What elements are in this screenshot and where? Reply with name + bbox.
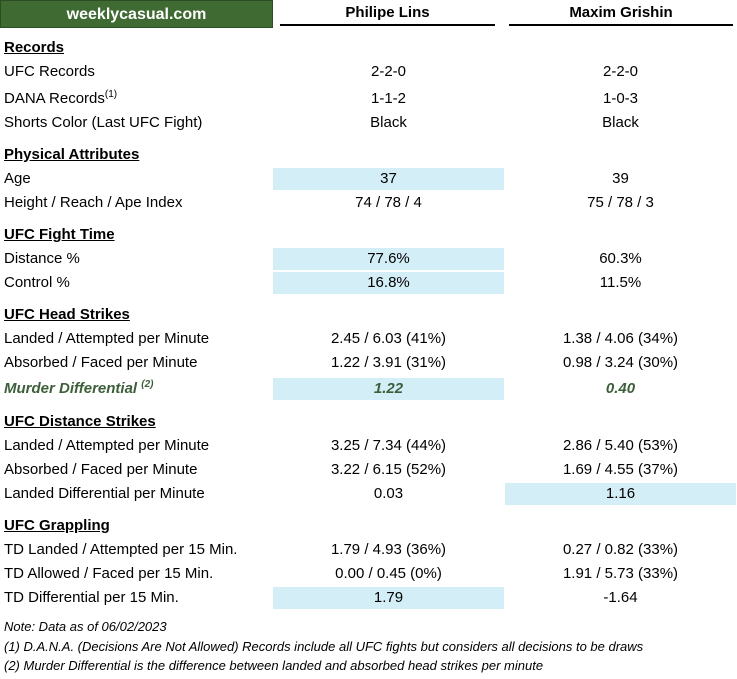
height-reach-fighter1: 74 / 78 / 4 [355,194,422,211]
head-absorbed-fighter1: 1.22 / 3.91 (31%) [330,354,447,371]
distance-fighter2: 60.3% [599,250,642,267]
section-fight-time-title: UFC Fight Time [4,226,115,243]
murder-differential-label: Murder Differential (2) [4,379,154,398]
murder-differential-fighter1: 1.22 [273,378,504,400]
td-allowed-fighter1: 0.00 / 0.45 (0%) [335,565,442,582]
td-differential-fighter2: -1.64 [603,589,638,606]
shorts-color-fighter1: Black [370,114,407,131]
distance-label: Distance % [4,250,80,267]
fighter1-header: Philipe Lins [280,2,495,26]
head-landed-fighter2: 1.38 / 4.06 (34%) [562,330,679,347]
dist-landed-fighter2: 2.86 / 5.40 (53%) [562,437,679,454]
footnote-2: (2) Murder Differential is the differenc… [4,658,544,673]
age-label: Age [4,170,31,187]
section-records-title: Records [4,39,65,56]
note-date: Note: Data as of 06/02/2023 [4,619,167,634]
td-differential-fighter1: 1.79 [273,587,504,609]
dist-differential-fighter2: 1.16 [505,483,736,505]
control-fighter2: 11.5% [599,274,642,291]
footnote-ref-1: (1) [104,89,118,100]
dana-records-fighter2: 1-0-3 [602,90,639,107]
height-reach-fighter2: 75 / 78 / 3 [587,194,654,211]
shorts-color-fighter2: Black [602,114,639,131]
murder-differential-fighter2: 0.40 [605,380,636,397]
ufc-records-fighter2: 2-2-0 [602,63,639,80]
head-landed-label: Landed / Attempted per Minute [4,330,210,347]
dist-absorbed-label: Absorbed / Faced per Minute [4,461,198,478]
td-allowed-fighter2: 1.91 / 5.73 (33%) [562,565,679,582]
dist-landed-label: Landed / Attempted per Minute [4,437,210,454]
age-fighter1: 37 [273,168,504,190]
section-grappling-title: UFC Grappling [4,517,110,534]
section-distance-strikes-title: UFC Distance Strikes [4,413,156,430]
site-brand: weeklycasual.com [0,0,273,28]
fighter2-header: Maxim Grishin [509,2,733,26]
dist-differential-fighter1: 0.03 [373,485,404,502]
head-absorbed-fighter2: 0.98 / 3.24 (30%) [562,354,679,371]
head-landed-fighter1: 2.45 / 6.03 (41%) [330,330,447,347]
control-label: Control % [4,274,70,291]
dist-landed-fighter1: 3.25 / 7.34 (44%) [330,437,447,454]
dist-absorbed-fighter1: 3.22 / 6.15 (52%) [330,461,447,478]
age-fighter2: 39 [612,170,629,187]
height-reach-label: Height / Reach / Ape Index [4,194,183,211]
shorts-color-label: Shorts Color (Last UFC Fight) [4,114,203,131]
footnote-1: (1) D.A.N.A. (Decisions Are Not Allowed)… [4,639,644,654]
td-landed-fighter2: 0.27 / 0.82 (33%) [562,541,679,558]
section-physical-title: Physical Attributes [4,146,140,163]
td-differential-label: TD Differential per 15 Min. [4,589,179,606]
control-fighter1: 16.8% [273,272,504,294]
dana-records-fighter1: 1-1-2 [370,90,407,107]
td-landed-fighter1: 1.79 / 4.93 (36%) [330,541,447,558]
ufc-records-label: UFC Records [4,63,95,80]
td-landed-label: TD Landed / Attempted per 15 Min. [4,541,238,558]
dist-differential-label: Landed Differential per Minute [4,485,205,502]
dana-records-label: DANA Records(1) [4,89,118,108]
distance-fighter1: 77.6% [273,248,504,270]
dist-absorbed-fighter2: 1.69 / 4.55 (37%) [562,461,679,478]
ufc-records-fighter1: 2-2-0 [370,63,407,80]
head-absorbed-label: Absorbed / Faced per Minute [4,354,198,371]
section-head-strikes-title: UFC Head Strikes [4,306,130,323]
td-allowed-label: TD Allowed / Faced per 15 Min. [4,565,214,582]
footnote-ref-2: (2) [141,379,154,390]
